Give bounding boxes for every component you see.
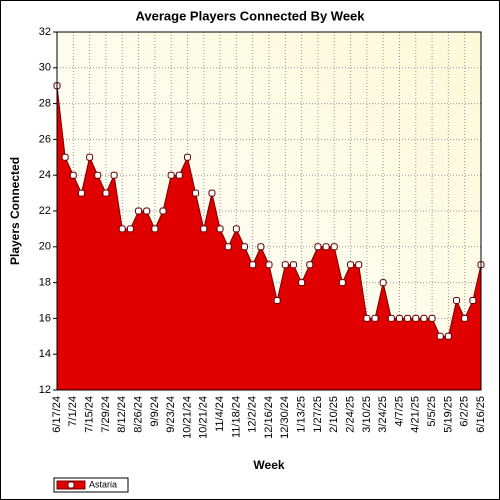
marker [289, 261, 297, 269]
y-tick-label: 24 [39, 169, 51, 181]
plot-border [56, 31, 482, 391]
marker [428, 314, 436, 322]
y-axis-label: Players Connected [8, 157, 22, 265]
marker [355, 261, 363, 269]
marker [224, 243, 232, 251]
y-tick-label: 14 [39, 348, 51, 360]
marker [86, 153, 94, 161]
y-tick-label: 28 [39, 98, 51, 110]
marker [200, 225, 208, 233]
y-tick-label: 16 [39, 312, 51, 324]
marker [444, 332, 452, 340]
x-tick-label: 9/23/24 [165, 396, 177, 433]
legend-marker [67, 481, 75, 489]
chart-title: Average Players Connected By Week [135, 8, 365, 23]
x-tick-label: 10/21/24 [181, 396, 193, 439]
marker [298, 279, 306, 287]
x-tick-label: 3/10/25 [361, 396, 373, 433]
x-tick-label: 1/13/25 [296, 396, 308, 433]
marker [143, 207, 151, 215]
x-tick-label: 6/16/25 [475, 396, 487, 433]
marker [404, 314, 412, 322]
y-tick-label: 26 [39, 133, 51, 145]
x-tick-label: 12/2/24 [247, 396, 259, 433]
x-tick-label: 2/10/25 [328, 396, 340, 433]
x-tick-label: 6/17/24 [51, 396, 63, 433]
marker [371, 314, 379, 322]
y-tick-label: 30 [39, 62, 51, 74]
x-tick-label: 8/26/24 [132, 396, 144, 433]
marker [110, 171, 118, 179]
y-tick-label: 20 [39, 241, 51, 253]
marker [469, 297, 477, 304]
x-tick-label: 11/4/24 [214, 396, 226, 432]
marker [232, 225, 240, 233]
marker [273, 297, 281, 304]
marker [77, 189, 85, 197]
marker [175, 171, 183, 179]
marker [363, 314, 371, 322]
x-tick-label: 7/1/24 [67, 396, 79, 427]
marker [387, 314, 395, 322]
marker [347, 261, 355, 269]
x-tick-label: 3/24/25 [377, 396, 389, 433]
marker [151, 225, 159, 233]
marker [395, 314, 403, 322]
marker [192, 189, 200, 197]
x-tick-label: 10/21/24 [198, 396, 210, 439]
x-tick-label: 2/24/25 [344, 396, 356, 433]
marker [453, 297, 461, 304]
x-tick-label: 1/27/25 [312, 396, 324, 433]
legend-label: Astaria [89, 479, 117, 489]
marker [241, 243, 249, 251]
marker [412, 314, 420, 322]
x-tick-label: 9/9/24 [149, 396, 161, 427]
marker [167, 171, 175, 179]
y-tick-label: 18 [39, 277, 51, 289]
marker [61, 153, 69, 161]
x-tick-label: 6/2/25 [459, 396, 471, 427]
marker [135, 207, 143, 215]
x-tick-label: 7/15/24 [84, 396, 96, 433]
marker [330, 243, 338, 251]
marker [94, 171, 102, 179]
marker [461, 314, 469, 322]
marker [208, 189, 216, 197]
marker [257, 243, 265, 251]
marker [338, 279, 346, 287]
x-tick-label: 5/5/25 [426, 396, 438, 427]
x-tick-label: 12/30/24 [279, 396, 291, 439]
x-tick-label: 11/18/24 [230, 396, 242, 438]
marker [306, 261, 314, 269]
marker [322, 243, 330, 251]
x-tick-label: 12/16/24 [263, 396, 275, 439]
marker [126, 225, 134, 233]
marker [69, 171, 77, 179]
marker [118, 225, 126, 233]
y-tick-label: 32 [39, 26, 51, 38]
marker [183, 153, 191, 161]
marker [379, 279, 387, 287]
marker [216, 225, 224, 233]
x-tick-label: 4/7/25 [393, 396, 405, 427]
y-tick-label: 12 [39, 384, 51, 396]
marker [102, 189, 110, 197]
x-tick-label: 8/12/24 [116, 396, 128, 433]
y-tick-label: 22 [39, 205, 51, 217]
x-tick-label: 5/19/25 [442, 396, 454, 433]
marker [281, 261, 289, 269]
x-axis-label: Week [253, 458, 284, 472]
x-tick-label: 7/29/24 [100, 396, 112, 433]
marker [265, 261, 273, 269]
marker [159, 207, 167, 215]
marker [249, 261, 257, 269]
marker [436, 332, 444, 340]
x-tick-label: 4/21/25 [410, 396, 422, 433]
marker [420, 314, 428, 322]
marker [314, 243, 322, 251]
